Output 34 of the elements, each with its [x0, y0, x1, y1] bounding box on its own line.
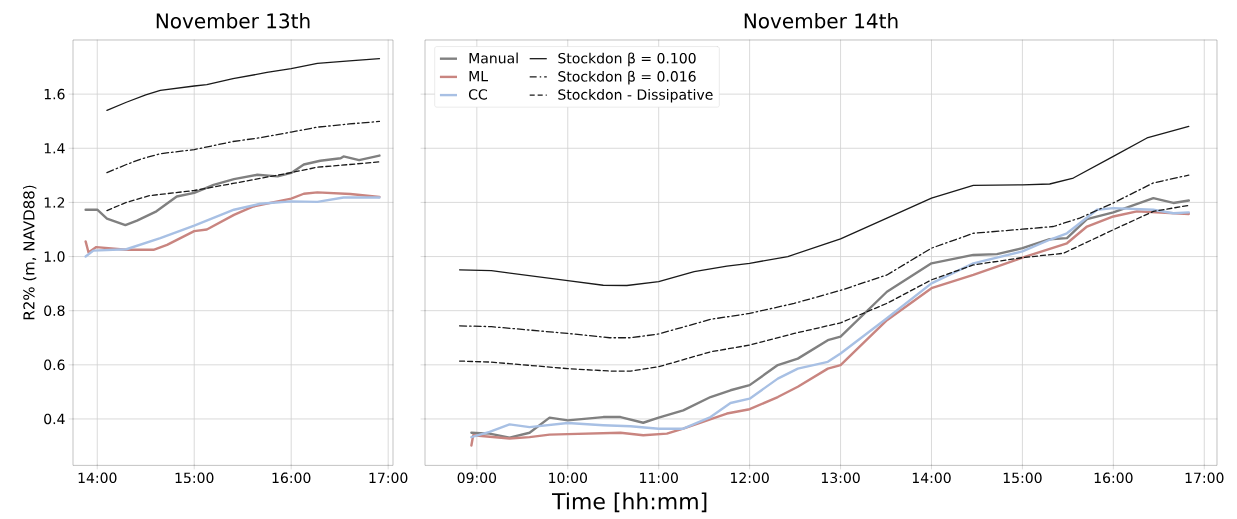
y-tick-label: 0.4: [44, 413, 65, 425]
y-tick-label: 1.6: [44, 88, 65, 100]
x-tick-label: 14:00: [912, 472, 951, 484]
legend-label: Stockdon β = 0.016: [558, 70, 696, 85]
chart-title: November 14th: [744, 12, 898, 29]
x-tick-label: 11:00: [640, 472, 678, 484]
x-tick-label: 15:00: [175, 472, 214, 484]
x-tick-label: 12:00: [730, 472, 769, 484]
legend-label: CC: [468, 89, 487, 100]
x-axis-title: Time [hh:mm]: [552, 492, 707, 513]
x-tick-label: 17:00: [369, 472, 408, 484]
x-tick-label: 16:00: [1094, 472, 1133, 484]
x-tick-label: 14:00: [78, 472, 117, 484]
legend-label: Stockdon - Dissipative: [558, 89, 713, 103]
legend-label: Manual: [469, 52, 518, 64]
y-tick-label: 0.8: [44, 305, 65, 316]
line-series: [106, 120, 381, 174]
line-series: [84, 154, 381, 227]
y-tick-label: 0.6: [44, 359, 65, 371]
y-tick-label: 1.0: [44, 251, 65, 262]
x-tick-label: 15:00: [1003, 472, 1042, 484]
y-axis-title: R2% (m, NAVD88): [23, 185, 37, 320]
line-series: [106, 58, 381, 112]
x-tick-label: 09:00: [457, 472, 497, 484]
x-tick-label: 16:00: [272, 472, 311, 484]
legend-label: Stockdon β = 0.100: [558, 52, 696, 67]
y-tick-label: 1.4: [44, 143, 65, 154]
x-tick-label: 17:00: [1185, 472, 1224, 484]
x-tick-label: 13:00: [821, 472, 860, 484]
x-tick-label: 10:00: [549, 472, 588, 484]
legend-label: ML: [469, 71, 488, 82]
chart-title: November 13th: [156, 12, 310, 29]
line-series: [106, 161, 381, 212]
y-tick-label: 1.2: [44, 197, 65, 208]
